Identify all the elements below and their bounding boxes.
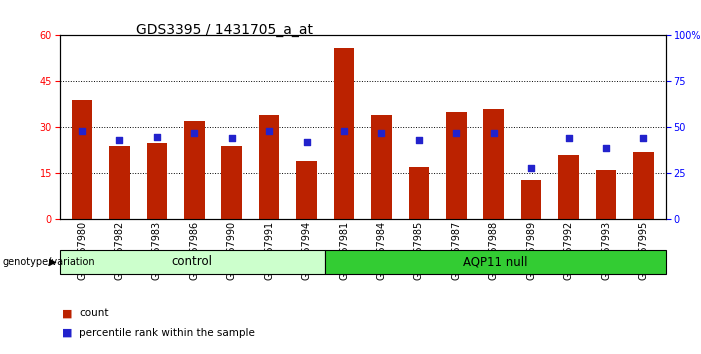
Bar — [558, 155, 579, 219]
Point — [264, 128, 275, 134]
Point — [451, 130, 462, 136]
Text: genotype/variation: genotype/variation — [2, 257, 95, 267]
Text: control: control — [172, 256, 212, 268]
Bar — [259, 115, 280, 219]
Point — [488, 130, 499, 136]
Point — [226, 136, 238, 141]
Bar — [484, 109, 504, 219]
Point — [151, 134, 163, 139]
Text: ▶: ▶ — [49, 257, 57, 267]
Text: count: count — [79, 308, 109, 318]
Text: percentile rank within the sample: percentile rank within the sample — [79, 328, 255, 338]
Text: ■: ■ — [62, 328, 72, 338]
Bar — [633, 152, 654, 219]
Bar — [334, 48, 354, 219]
Point — [601, 145, 612, 150]
Text: ■: ■ — [62, 308, 72, 318]
Point — [638, 136, 649, 141]
Bar — [109, 146, 130, 219]
Text: AQP11 null: AQP11 null — [463, 256, 528, 268]
Text: GDS3395 / 1431705_a_at: GDS3395 / 1431705_a_at — [136, 23, 313, 37]
Point — [563, 136, 574, 141]
Bar — [409, 167, 429, 219]
Point — [376, 130, 387, 136]
Point — [76, 128, 88, 134]
Bar — [184, 121, 205, 219]
Point — [526, 165, 537, 171]
Bar — [446, 112, 467, 219]
Point — [339, 128, 350, 134]
Bar — [72, 100, 93, 219]
Bar — [222, 146, 242, 219]
Bar — [596, 170, 616, 219]
Bar — [372, 115, 392, 219]
Point — [414, 137, 425, 143]
Bar — [521, 179, 541, 219]
Point — [301, 139, 312, 145]
Point — [114, 137, 125, 143]
Bar — [297, 161, 317, 219]
Point — [189, 130, 200, 136]
Bar — [147, 143, 168, 219]
